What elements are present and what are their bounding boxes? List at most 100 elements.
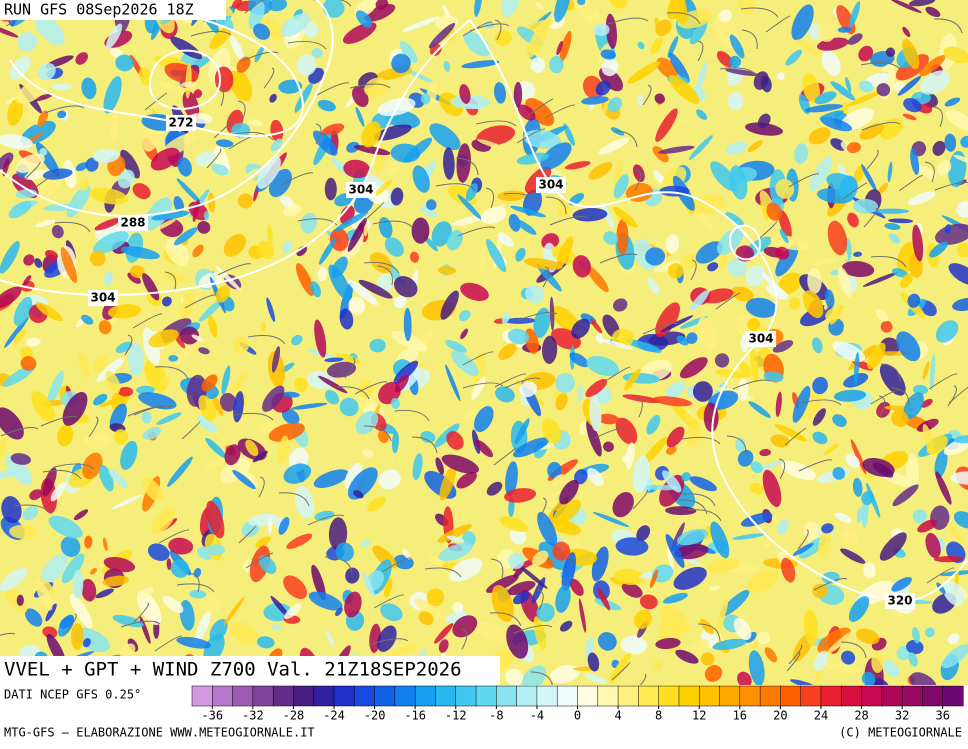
- field-blob: [306, 371, 336, 390]
- field-blob: [198, 395, 216, 422]
- field-blob: [555, 585, 571, 613]
- field-blob: [260, 420, 275, 434]
- footer-right: (C) METEOGIORNALE: [839, 726, 962, 740]
- field-blob: [702, 288, 734, 304]
- field-blob: [517, 104, 536, 121]
- field-blob: [473, 406, 494, 433]
- field-blob: [533, 616, 546, 650]
- field-blob: [42, 626, 58, 639]
- field-blob: [108, 468, 128, 489]
- field-blob: [173, 196, 185, 213]
- field-blob: [16, 594, 24, 606]
- field-blob: [457, 194, 482, 220]
- field-blob: [461, 60, 500, 69]
- field-blob: [943, 46, 968, 64]
- field-blob: [902, 113, 917, 121]
- field-blob: [824, 289, 835, 309]
- field-blob: [291, 334, 303, 346]
- streamline: [666, 12, 701, 25]
- field-blob: [772, 340, 794, 353]
- field-blob: [177, 157, 192, 177]
- streamline: [632, 489, 648, 510]
- field-blob: [554, 0, 571, 23]
- colorbar-tick-label: 12: [692, 709, 706, 723]
- field-blob: [198, 298, 225, 322]
- field-blob: [82, 452, 103, 480]
- field-blob: [189, 589, 207, 599]
- field-blob: [61, 553, 85, 584]
- field-blob: [450, 94, 490, 110]
- field-blob: [412, 165, 430, 193]
- field-blob: [861, 164, 877, 192]
- streamline: [640, 673, 647, 685]
- field-blob: [746, 569, 779, 593]
- field-blob: [215, 285, 231, 303]
- field-blob: [308, 591, 343, 611]
- streamline: [368, 638, 409, 646]
- field-blob: [362, 448, 374, 458]
- field-blob: [735, 437, 746, 452]
- field-blob: [452, 615, 478, 638]
- field-blob: [203, 633, 225, 663]
- streamline: [493, 447, 517, 466]
- streamline: [23, 161, 41, 181]
- field-blob: [695, 241, 723, 264]
- field-blob: [750, 461, 763, 474]
- field-blob: [922, 361, 930, 380]
- field-blob: [933, 555, 963, 563]
- field-blob: [300, 212, 317, 234]
- streamline: [184, 294, 217, 309]
- streamline: [861, 122, 901, 131]
- field-blob: [92, 356, 108, 372]
- label-box: [346, 182, 376, 198]
- field-blob: [118, 386, 134, 397]
- field-blob: [181, 81, 198, 88]
- field-blob: [840, 548, 866, 564]
- field-blob: [215, 265, 242, 292]
- streamline: [504, 377, 541, 389]
- streamline: [133, 405, 172, 416]
- field-blob: [89, 250, 106, 267]
- field-blob: [494, 30, 512, 47]
- field-blob: [586, 355, 620, 377]
- colorbar-tick-label: -28: [283, 709, 305, 723]
- field-blob: [593, 23, 610, 37]
- field-blob: [658, 145, 695, 154]
- field-blob: [633, 164, 645, 183]
- field-blob: [725, 68, 759, 76]
- field-blob: [283, 463, 312, 484]
- field-blob: [706, 558, 741, 574]
- field-blob: [161, 296, 172, 307]
- streamline: [549, 216, 589, 226]
- field-blob: [168, 354, 179, 362]
- field-blob: [960, 135, 968, 148]
- field-blob: [34, 258, 43, 268]
- streamline: [13, 504, 52, 515]
- field-blob: [574, 469, 588, 485]
- field-blob: [20, 356, 37, 371]
- field-blob: [206, 500, 225, 539]
- field-blob: [31, 391, 56, 423]
- field-blob: [44, 250, 59, 260]
- field-blob: [707, 262, 719, 272]
- field-blob: [364, 77, 389, 97]
- field-blob: [84, 433, 113, 449]
- streamline: [190, 30, 232, 37]
- streamline: [475, 120, 517, 127]
- field-blob: [173, 227, 198, 246]
- field-blob: [761, 272, 785, 296]
- colorbar-swatch: [212, 685, 234, 707]
- field-blob: [900, 273, 913, 288]
- field-blob: [277, 435, 289, 464]
- field-blob: [211, 163, 229, 176]
- contour: [0, 0, 334, 217]
- field-blob: [625, 339, 662, 353]
- field-blob: [909, 0, 936, 7]
- colorbar-swatch: [780, 685, 802, 707]
- field-blob: [581, 96, 609, 105]
- field-blob: [593, 511, 630, 528]
- colorbar-tick-label: 32: [895, 709, 909, 723]
- label-box: [536, 177, 566, 193]
- streamline: [40, 415, 78, 427]
- field-blob: [571, 318, 590, 339]
